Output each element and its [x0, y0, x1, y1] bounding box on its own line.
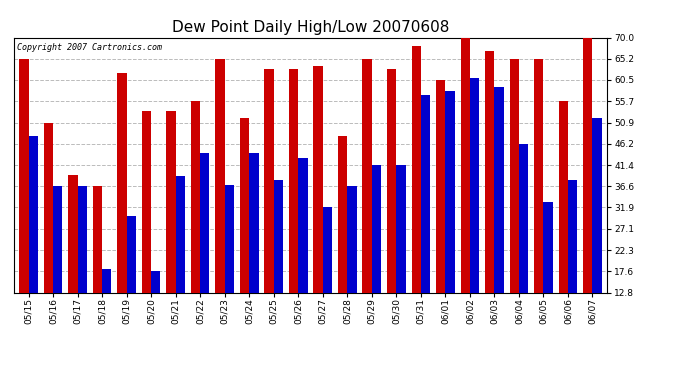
Bar	[485, 51, 495, 350]
Bar	[19, 59, 28, 350]
Bar	[495, 87, 504, 350]
Bar	[568, 180, 578, 350]
Bar	[28, 136, 38, 350]
Bar	[298, 158, 308, 350]
Bar	[176, 176, 185, 350]
Bar	[313, 66, 323, 350]
Bar	[53, 186, 62, 350]
Bar	[411, 46, 421, 350]
Bar	[215, 59, 225, 350]
Bar	[200, 153, 210, 350]
Bar	[445, 91, 455, 350]
Bar	[126, 216, 136, 350]
Bar	[225, 184, 234, 350]
Bar	[534, 59, 544, 350]
Bar	[338, 136, 347, 350]
Bar	[460, 33, 470, 350]
Bar	[102, 269, 111, 350]
Bar	[274, 180, 283, 350]
Bar	[166, 111, 176, 350]
Bar	[387, 69, 396, 350]
Bar	[559, 101, 568, 350]
Bar	[470, 78, 479, 350]
Bar	[583, 38, 593, 350]
Bar	[436, 80, 445, 350]
Bar	[77, 186, 87, 350]
Bar	[191, 101, 200, 350]
Bar	[372, 165, 381, 350]
Bar	[264, 69, 274, 350]
Bar	[519, 144, 529, 350]
Bar	[510, 59, 519, 350]
Bar	[362, 59, 372, 350]
Bar	[68, 175, 77, 350]
Bar	[142, 111, 151, 350]
Bar	[240, 118, 249, 350]
Bar	[43, 123, 53, 350]
Title: Dew Point Daily High/Low 20070608: Dew Point Daily High/Low 20070608	[172, 20, 449, 35]
Bar	[92, 186, 102, 350]
Bar	[421, 96, 430, 350]
Bar	[249, 153, 259, 350]
Bar	[544, 202, 553, 350]
Bar	[289, 69, 298, 350]
Bar	[323, 207, 332, 350]
Bar	[151, 271, 161, 350]
Bar	[593, 118, 602, 350]
Bar	[347, 186, 357, 350]
Bar	[396, 165, 406, 350]
Text: Copyright 2007 Cartronics.com: Copyright 2007 Cartronics.com	[17, 43, 161, 52]
Bar	[117, 73, 126, 350]
